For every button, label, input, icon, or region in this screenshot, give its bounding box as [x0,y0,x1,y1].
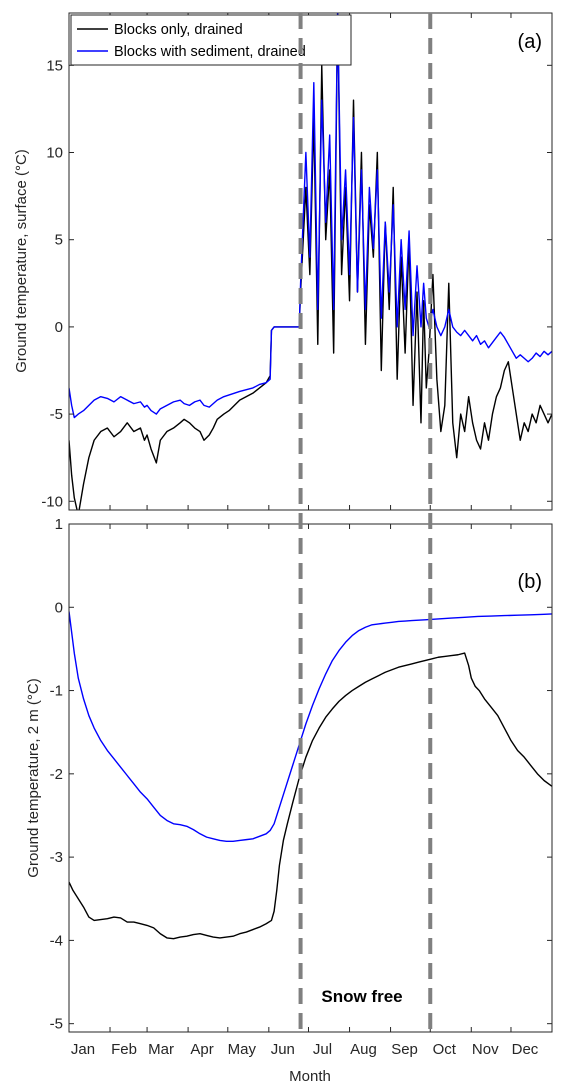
y-tick-label: -5 [50,1016,63,1033]
x-tick-label: Mar [148,1041,174,1058]
y-tick-label: -10 [41,493,63,510]
x-tick-label: Aug [350,1041,377,1058]
legend-entry-blocks-only: Blocks only, drained [114,22,243,38]
panel-b: -5 -4 -3 -2 -1 0 1 Jan Feb Mar Apr May Jun Jul Aug Sep… [25,516,553,1085]
legend-box [70,14,352,66]
y-tick-label: 1 [55,516,63,533]
legend: Blocks only, drained Blocks with sedimen… [70,14,352,66]
panel-a-frame [68,12,553,511]
x-tick-label: Oct [433,1041,457,1058]
snow-free-annotation: Snow free [321,987,402,1006]
x-axis-title: Month [289,1068,331,1085]
y-tick-label: 10 [46,145,63,162]
y-tick-label: -5 [50,406,63,423]
y-tick-label: -1 [50,683,63,700]
y-axis-title-b: Ground temperature, 2 m (°C) [25,678,42,877]
y-tick-label: 0 [55,599,63,616]
series-line-b-blocks-with-sediment [69,611,552,842]
panel-label-a: (a) [518,31,542,53]
y-tick-label: 15 [46,57,63,74]
x-tick-label: Dec [512,1041,539,1058]
x-tick-label: Jul [313,1041,332,1058]
x-tick-label: Jan [71,1041,95,1058]
legend-entry-blocks-with-sediment: Blocks with sediment, drained [114,44,306,60]
y-axis-title-a: Ground temperature, surface (°C) [13,149,30,373]
x-tick-label: Feb [111,1041,137,1058]
x-tick-label: May [228,1041,257,1058]
y-tick-label: -2 [50,766,63,783]
x-tick-label: Sep [391,1041,418,1058]
y-tick-label: -4 [50,932,63,949]
panel-label-b: (b) [518,571,542,593]
panel-b-frame [68,523,553,1033]
y-tick-label: 0 [55,319,63,336]
x-tick-label: Apr [190,1041,213,1058]
series-line-a-blocks-only [69,13,552,510]
x-tick-label: Jun [271,1041,295,1058]
panel-a: -10 -5 0 5 10 15 Blocks only, drained Blocks … [13,12,553,511]
x-tick-label: Nov [472,1041,499,1058]
y-tick-label: -3 [50,849,63,866]
y-tick-label: 5 [55,232,63,249]
series-line-a-blocks-with-sediment [69,13,552,419]
